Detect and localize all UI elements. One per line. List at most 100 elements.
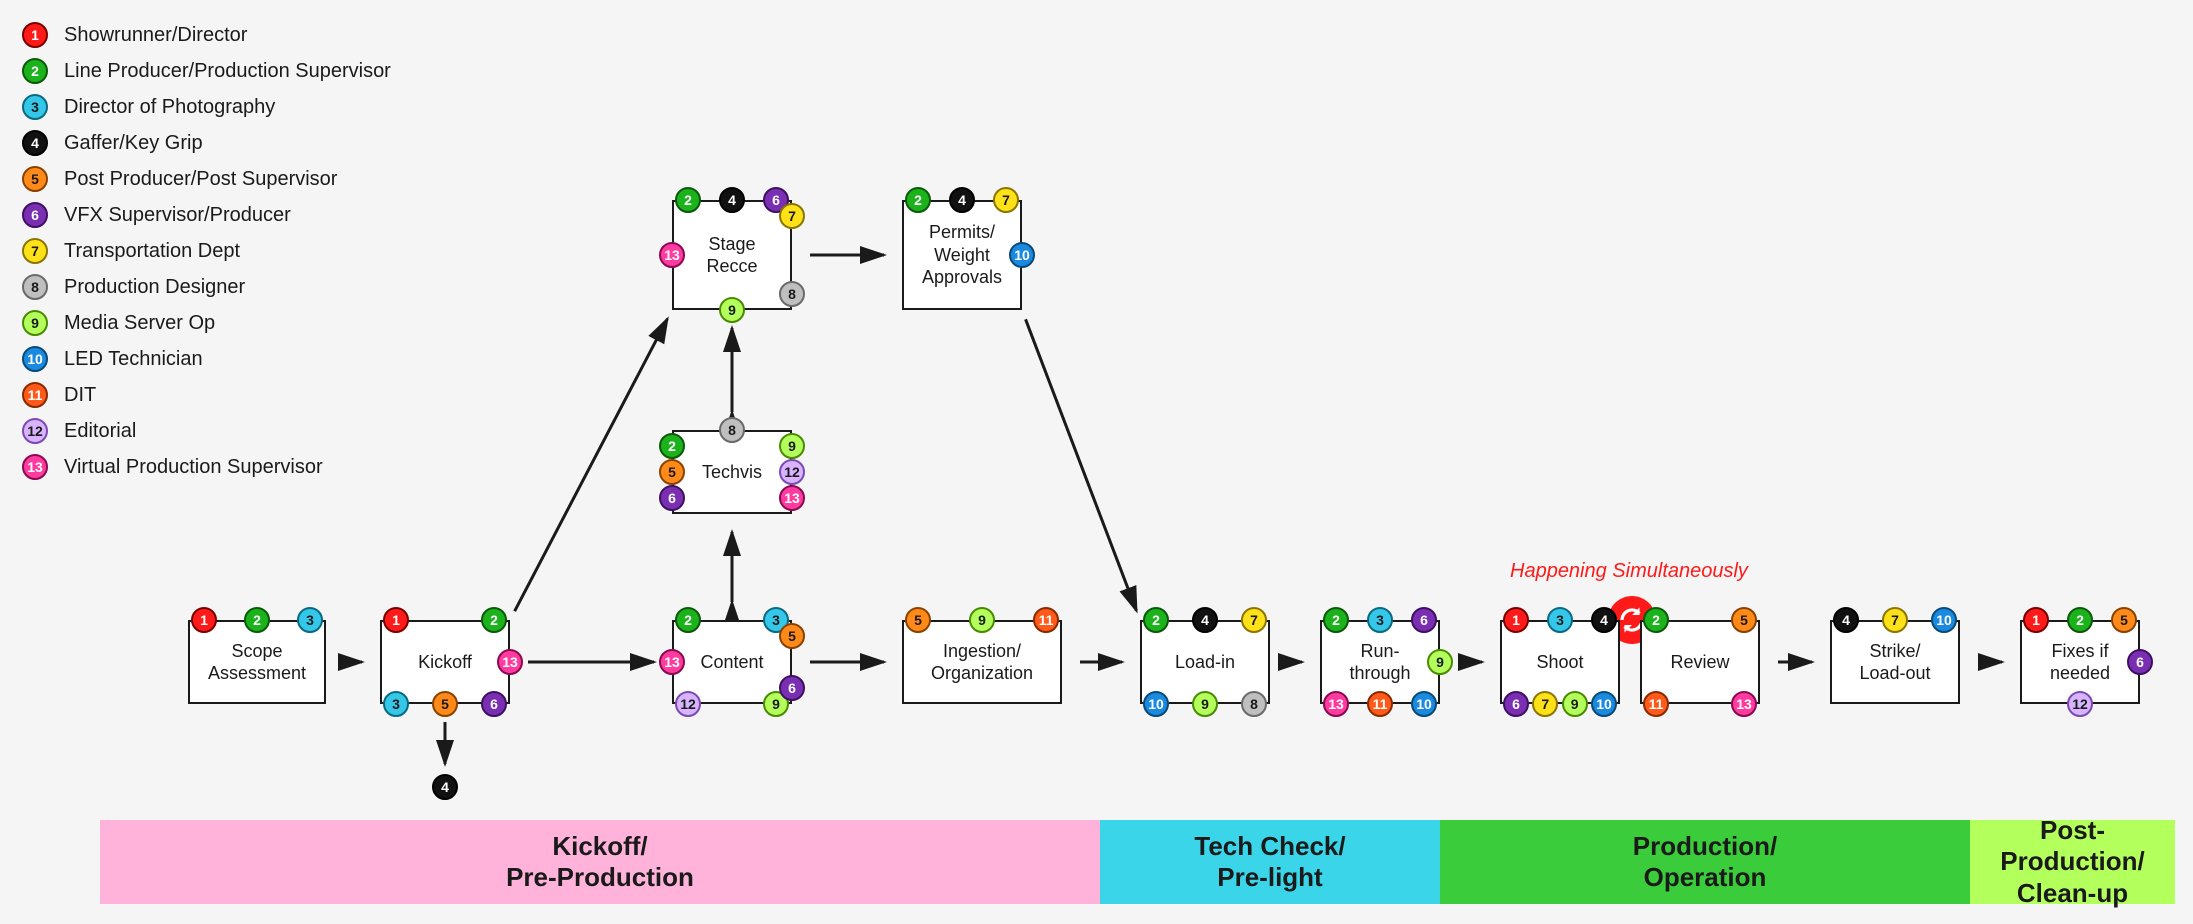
node-role-6: 6 bbox=[1411, 607, 1437, 633]
legend-row-5: 5 Post Producer/Post Supervisor bbox=[22, 166, 391, 192]
legend-label-4: Gaffer/Key Grip bbox=[64, 132, 203, 155]
role-badge-3: 3 bbox=[22, 94, 48, 120]
legend-row-8: 8 Production Designer bbox=[22, 274, 391, 300]
node-role-7: 7 bbox=[1882, 607, 1908, 633]
node-role-5: 5 bbox=[2111, 607, 2137, 633]
node-role-13: 13 bbox=[497, 649, 523, 675]
node-role-9: 9 bbox=[1562, 691, 1588, 717]
legend-label-10: LED Technician bbox=[64, 348, 203, 371]
node-role-1: 1 bbox=[383, 607, 409, 633]
node-role-1: 1 bbox=[1503, 607, 1529, 633]
node-role-10: 10 bbox=[1143, 691, 1169, 717]
node-role-4: 4 bbox=[1591, 607, 1617, 633]
legend-row-7: 7Transportation Dept bbox=[22, 238, 391, 264]
node-role-11: 11 bbox=[1367, 691, 1393, 717]
node-role-2: 2 bbox=[481, 607, 507, 633]
node-role-8: 8 bbox=[1241, 691, 1267, 717]
node-role-2: 2 bbox=[1143, 607, 1169, 633]
node-role-2: 2 bbox=[1323, 607, 1349, 633]
node-role-13: 13 bbox=[779, 485, 805, 511]
node-role-4: 4 bbox=[949, 187, 975, 213]
node-role-5: 5 bbox=[779, 623, 805, 649]
simultaneous-label: Happening Simultaneously bbox=[1510, 560, 1748, 583]
node-role-6: 6 bbox=[481, 691, 507, 717]
node-role-10: 10 bbox=[1009, 242, 1035, 268]
node-role-2: 2 bbox=[659, 433, 685, 459]
legend-row-1: 1 Showrunner/Director bbox=[22, 22, 391, 48]
legend-row-12: 12 Editorial bbox=[22, 418, 391, 444]
role-badge-11: 11 bbox=[22, 382, 48, 408]
node-role-6: 6 bbox=[1503, 691, 1529, 717]
node-role-10: 10 bbox=[1931, 607, 1957, 633]
legend-row-4: 4 Gaffer/Key Grip bbox=[22, 130, 391, 156]
node-role-7: 7 bbox=[1241, 607, 1267, 633]
node-role-4: 4 bbox=[1192, 607, 1218, 633]
legend-row-13: 13Virtual Production Supervisor bbox=[22, 454, 391, 480]
role-badge-7: 7 bbox=[22, 238, 48, 264]
node-role-2: 2 bbox=[675, 607, 701, 633]
legend-label-8: Production Designer bbox=[64, 276, 245, 299]
legend-label-6: VFX Supervisor/Producer bbox=[64, 204, 291, 227]
node-role-2: 2 bbox=[244, 607, 270, 633]
role-badge-12: 12 bbox=[22, 418, 48, 444]
node-role-3: 3 bbox=[1547, 607, 1573, 633]
legend: 1 Showrunner/Director 2Line Producer/Produ… bbox=[22, 22, 391, 490]
node-role-12: 12 bbox=[675, 691, 701, 717]
legend-row-3: 3 Director of Photography bbox=[22, 94, 391, 120]
node-role-5: 5 bbox=[1731, 607, 1757, 633]
legend-label-5: Post Producer/Post Supervisor bbox=[64, 168, 337, 191]
node-role-13: 13 bbox=[659, 649, 685, 675]
node-role-13: 13 bbox=[659, 242, 685, 268]
node-role-2: 2 bbox=[2067, 607, 2093, 633]
node-role-12: 12 bbox=[2067, 691, 2093, 717]
legend-label-12: Editorial bbox=[64, 420, 136, 443]
node-role-7: 7 bbox=[1532, 691, 1558, 717]
node-role-4: 4 bbox=[1833, 607, 1859, 633]
role-badge-1: 1 bbox=[22, 22, 48, 48]
role-badge-2: 2 bbox=[22, 58, 48, 84]
node-role-10: 10 bbox=[1411, 691, 1437, 717]
node-role-6: 6 bbox=[779, 675, 805, 701]
phase-0: Kickoff/Pre-Production bbox=[100, 820, 1100, 904]
legend-label-11: DIT bbox=[64, 384, 96, 407]
node-role-7: 7 bbox=[993, 187, 1019, 213]
node-role-8: 8 bbox=[719, 417, 745, 443]
node-role-10: 10 bbox=[1591, 691, 1617, 717]
phase-3: Post-Production/Clean-up bbox=[1970, 820, 2175, 904]
role-badge-10: 10 bbox=[22, 346, 48, 372]
node-role-4: 4 bbox=[432, 774, 458, 800]
legend-label-3: Director of Photography bbox=[64, 96, 275, 119]
legend-row-10: 10 LED Technician bbox=[22, 346, 391, 372]
node-role-12: 12 bbox=[779, 459, 805, 485]
node-role-6: 6 bbox=[659, 485, 685, 511]
node-role-13: 13 bbox=[1731, 691, 1757, 717]
node-role-9: 9 bbox=[779, 433, 805, 459]
node-role-5: 5 bbox=[905, 607, 931, 633]
node-role-2: 2 bbox=[1643, 607, 1669, 633]
role-badge-13: 13 bbox=[22, 454, 48, 480]
role-badge-4: 4 bbox=[22, 130, 48, 156]
phase-2: Production/Operation bbox=[1440, 820, 1970, 904]
node-role-1: 1 bbox=[191, 607, 217, 633]
node-role-11: 11 bbox=[1033, 607, 1059, 633]
role-badge-6: 6 bbox=[22, 202, 48, 228]
node-role-5: 5 bbox=[659, 459, 685, 485]
role-badge-8: 8 bbox=[22, 274, 48, 300]
legend-row-6: 6 VFX Supervisor/Producer bbox=[22, 202, 391, 228]
node-role-3: 3 bbox=[383, 691, 409, 717]
node-role-9: 9 bbox=[1427, 649, 1453, 675]
node-role-9: 9 bbox=[969, 607, 995, 633]
node-stage: StageRecce bbox=[672, 200, 792, 310]
node-role-3: 3 bbox=[1367, 607, 1393, 633]
node-role-6: 6 bbox=[2127, 649, 2153, 675]
legend-row-9: 9Media Server Op bbox=[22, 310, 391, 336]
node-role-13: 13 bbox=[1323, 691, 1349, 717]
role-badge-5: 5 bbox=[22, 166, 48, 192]
node-role-3: 3 bbox=[297, 607, 323, 633]
legend-row-11: 11 DIT bbox=[22, 382, 391, 408]
legend-label-1: Showrunner/Director bbox=[64, 24, 247, 47]
legend-row-2: 2Line Producer/Production Supervisor bbox=[22, 58, 391, 84]
node-role-1: 1 bbox=[2023, 607, 2049, 633]
node-permits: Permits/WeightApprovals bbox=[902, 200, 1022, 310]
node-role-2: 2 bbox=[905, 187, 931, 213]
